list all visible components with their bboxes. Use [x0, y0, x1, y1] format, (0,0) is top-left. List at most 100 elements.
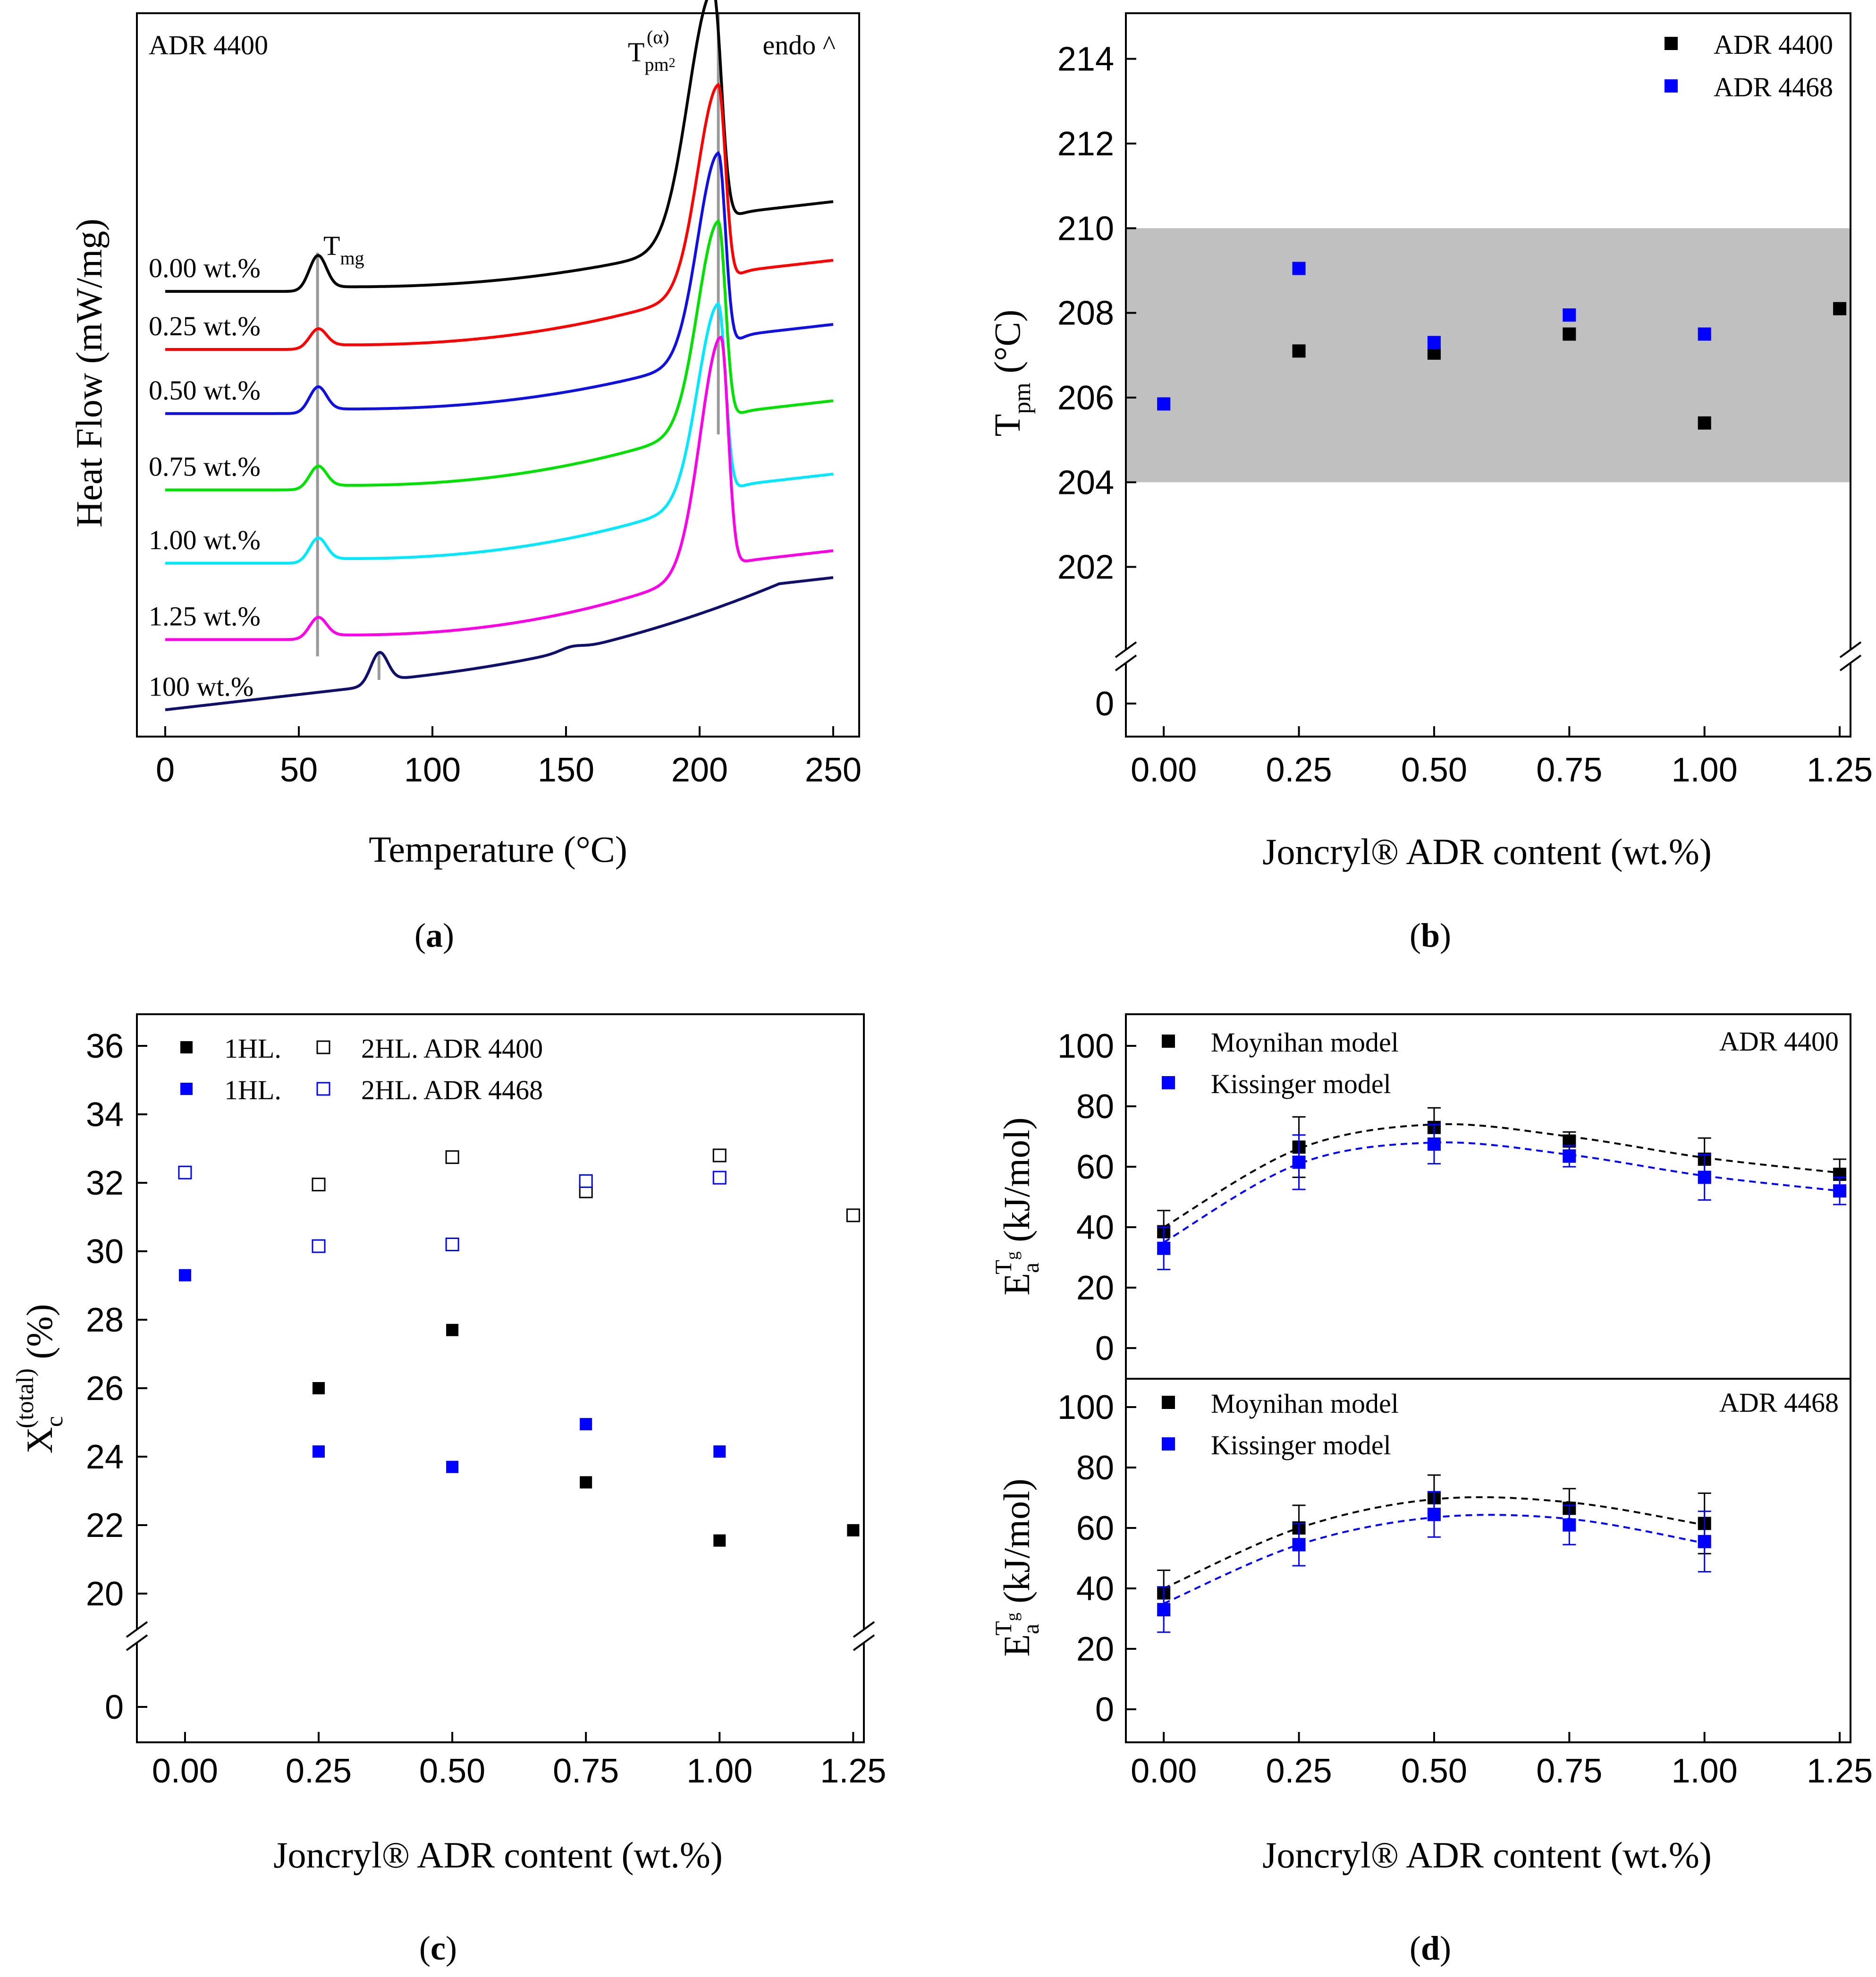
panel-b-break-mark: [1115, 641, 1137, 658]
panel-c-ytick-label: 30: [86, 1233, 124, 1271]
panel-d-ylabel: EaTg (kJ/mol): [990, 1478, 1044, 1656]
panel-a-ylabel: Heat Flow (mW/mg): [68, 219, 110, 527]
panel-d-sub0-ytick-label: 100: [1057, 1027, 1114, 1065]
panel-a-xtick-label: 100: [404, 751, 461, 789]
panel-b-ytick-label: 212: [1057, 125, 1114, 163]
tpm-sup: (α): [647, 26, 669, 48]
panel-c-legend-label: 2HL. ADR 4400: [361, 1033, 543, 1064]
panel-c-point-0: [580, 1476, 592, 1489]
panel-a-xtick-label: 150: [538, 751, 594, 789]
panel-c-point-0: [446, 1324, 459, 1336]
dsc-curve-label: 0.00 wt.%: [149, 253, 261, 283]
panel-c-xlabel: Joncryl® ADR content (wt.%): [273, 1834, 723, 1875]
panel-c-legend-label: 1HL.: [224, 1075, 281, 1105]
panel-d-xtick-label: 0.50: [1401, 1752, 1467, 1790]
panel-c-ylabel: Xc(total) (%): [12, 1304, 68, 1454]
panel-d-sub0-ytick-label: 40: [1076, 1209, 1114, 1247]
panel-c-point-3: [712, 1171, 727, 1185]
panel-b-ytick-label: 206: [1057, 379, 1114, 417]
panel-d-point-1-1: [1292, 1538, 1306, 1552]
panel-c-ytick-label: 34: [86, 1096, 124, 1134]
panel-b-xtick-label: 0.00: [1131, 751, 1197, 789]
panel-d-legend-label: Moynihan model: [1211, 1388, 1399, 1419]
tmg-base: T: [323, 230, 340, 261]
panel-a-frame: [136, 12, 860, 738]
panel-a-xtick-label: 200: [671, 751, 728, 789]
panel-a-tpm-label: Tpm2(α): [628, 26, 676, 75]
panel-b-point-1: [1563, 308, 1576, 322]
panel-c-ytick-label: 20: [86, 1575, 124, 1613]
panel-b-xtick-label: 0.75: [1536, 751, 1602, 789]
panel-c-point-1: [445, 1150, 459, 1164]
panel-b-break-gap: [1841, 650, 1860, 663]
panel-d-sub0-ytick-label: 20: [1076, 1269, 1114, 1307]
panel-b-point-1: [1427, 336, 1441, 349]
panel-d-sub1-ytick-label: 60: [1076, 1510, 1114, 1547]
dsc-curve-5: [165, 335, 834, 641]
panel-d-subplot-title: ADR 4468: [1719, 1387, 1839, 1418]
dsc-curve-6: [165, 576, 834, 712]
panel-c-legend-label: 2HL. ADR 4468: [361, 1075, 543, 1105]
panel-a: 0 50 100 150 200 250 Temperature (°C) Heat Flow…: [68, 0, 862, 870]
panel-d-legend-label: Kissinger model: [1211, 1430, 1391, 1460]
dsc-curve-2: [165, 151, 834, 415]
panel-c-ylabel-sup: (total): [12, 1368, 39, 1428]
panel-b-ylabel-tail: (°C): [987, 310, 1028, 383]
panel-b-ytick-label: 214: [1057, 41, 1114, 78]
panel-d-ylabel-supsub: g: [1003, 1612, 1022, 1621]
panel-c-point-2: [713, 1445, 726, 1458]
panel-d-point-0-1: [1427, 1137, 1441, 1151]
panel-c-xtick-label: 0.00: [152, 1752, 218, 1790]
panel-c-break-mark: [853, 1634, 875, 1651]
panel-c-ytick-label-zero: 0: [105, 1689, 124, 1726]
panel-b-ylabel: Tpm (°C): [987, 310, 1036, 437]
panel-c-point-1: [712, 1148, 727, 1162]
panel-d-ylabel-supsub: g: [1003, 1251, 1022, 1260]
panel-c-xtick-label: 1.25: [820, 1752, 886, 1790]
panel-d-fit-curve: [1163, 1141, 1840, 1243]
panel-d-ylabel: EaTg (kJ/mol): [990, 1117, 1044, 1295]
panel-d: 0.00 0.25 0.50 0.75 1.00 1.25 Joncryl® ADR con…: [990, 1013, 1873, 1875]
panel-b-point-1: [1698, 327, 1711, 341]
panel-d-legend-marker: [1162, 1396, 1175, 1409]
panel-c-break-gap: [127, 1629, 146, 1643]
panel-b-ytick-label: 208: [1057, 295, 1114, 332]
panel-d-point-0-1: [1157, 1241, 1171, 1255]
panel-d-xtick-label: 0.25: [1266, 1752, 1332, 1790]
panel-a-label: (a): [414, 916, 454, 954]
panel-c-point-0: [847, 1524, 860, 1536]
tmg-sub: mg: [340, 247, 364, 269]
panel-c-point-3: [178, 1165, 192, 1179]
panel-b-point-0: [1563, 327, 1576, 341]
panel-a-xtick-label: 250: [805, 751, 862, 789]
panel-c: 20 22 24 26 28 30 32 34 36 0 0.00 0.25 0.50 0.75 1.00 1…: [12, 1013, 886, 1875]
panel-d-sub1-ytick-label: 40: [1076, 1570, 1114, 1608]
panel-a-letter: a: [426, 916, 443, 954]
tolerance-band: [1126, 228, 1851, 483]
tpm-sub: pm: [644, 54, 668, 75]
panel-b-break-mark: [1839, 654, 1862, 671]
panel-c-xtick-label: 1.00: [686, 1752, 752, 1790]
panel-b-xtick-label: 1.25: [1807, 751, 1873, 789]
panel-d-ylabel-tail: (kJ/mol): [996, 1478, 1037, 1612]
panel-c-point-2: [178, 1269, 191, 1281]
panel-b-break-gap: [1116, 650, 1135, 663]
panel-b-point-1: [1292, 262, 1306, 275]
panel-a-xlabel: Temperature (°C): [369, 829, 627, 870]
panel-c-ytick-label: 26: [86, 1370, 124, 1408]
panel-d-xtick-label: 1.25: [1807, 1752, 1873, 1790]
panel-a-endo-label: endo ^: [763, 30, 836, 60]
panel-c-break-mark: [853, 1621, 875, 1638]
panel-c-point-2: [446, 1460, 459, 1473]
panel-c-point-1: [846, 1208, 860, 1222]
panel-c-ytick-label: 22: [86, 1507, 124, 1544]
panel-c-point-1: [312, 1178, 326, 1192]
panel-b-label: (b): [1410, 916, 1451, 954]
panel-c-legend-label: 1HL.: [224, 1033, 281, 1064]
panel-d-legend-label: Moynihan model: [1211, 1027, 1399, 1058]
panel-b-xtick-label: 0.50: [1401, 751, 1467, 789]
panel-b-ytick-label-zero: 0: [1095, 685, 1114, 723]
panel-d-point-1-1: [1157, 1603, 1171, 1616]
panel-d-ylabel-sup: T: [990, 1621, 1016, 1636]
panel-c-point-3: [579, 1174, 593, 1188]
